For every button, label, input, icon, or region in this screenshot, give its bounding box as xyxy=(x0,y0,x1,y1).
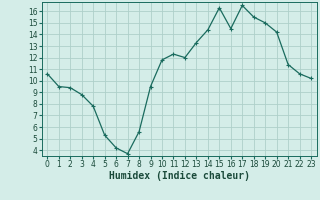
X-axis label: Humidex (Indice chaleur): Humidex (Indice chaleur) xyxy=(109,171,250,181)
